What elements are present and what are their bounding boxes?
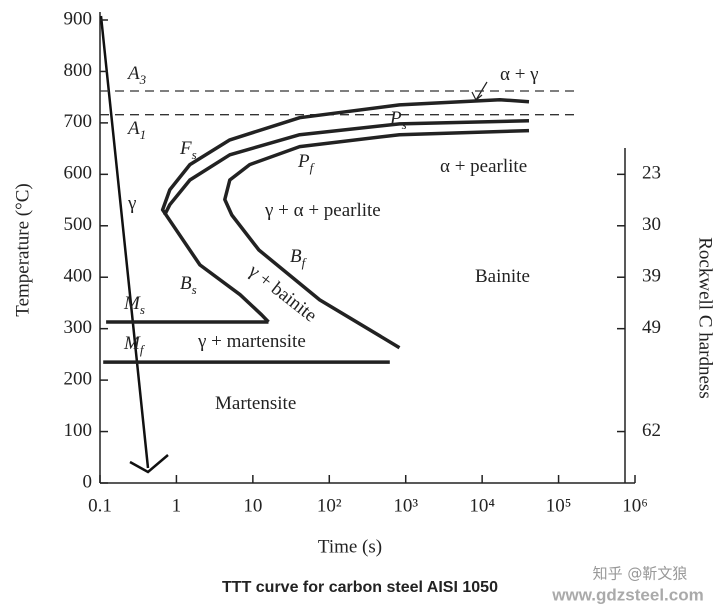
label-text: B [290, 246, 302, 267]
label-text: α + pearlite [440, 156, 527, 177]
label-text: B [180, 273, 192, 294]
region-label: α + pearlite [440, 156, 527, 177]
caption: TTT curve for carbon steel AISI 1050 [222, 579, 498, 596]
y-tick-label: 600 [64, 163, 93, 184]
hardness-tick-label: 49 [642, 317, 661, 338]
label-subscript: s [402, 117, 407, 132]
x-tick-label: 10 [243, 495, 262, 516]
label-text: γ + α + pearlite [264, 200, 381, 221]
label-text: Bainite [475, 266, 530, 287]
label-text: P [297, 151, 310, 172]
x-tick-label: 10³ [393, 495, 418, 516]
y-tick-label: 800 [64, 60, 93, 81]
region-label: γ + martensite [197, 331, 306, 352]
watermark: 知乎 @靳文狼 [593, 565, 688, 583]
transformation-curve [163, 119, 530, 216]
label-subscript: 3 [139, 72, 147, 87]
y-tick-label: 0 [83, 471, 93, 492]
label-text: α + γ [500, 64, 539, 85]
region-label: γ [127, 193, 136, 214]
x-tick-label: 0.1 [88, 495, 112, 516]
hardness-tick-label: 30 [642, 214, 661, 235]
transformation-curve [223, 128, 530, 350]
x-tick-label: 1 [172, 495, 182, 516]
region-label: Ms [123, 293, 145, 317]
hand-arrow [99, 15, 169, 474]
transformation-curve [160, 97, 530, 324]
y-tick-label: 300 [64, 317, 93, 338]
y-tick-label: 400 [64, 266, 93, 287]
label-subscript: f [310, 160, 316, 175]
watermark: www.gdzsteel.com [551, 585, 703, 604]
x-tick-label: 10² [317, 495, 342, 516]
label-text: γ + martensite [197, 331, 306, 352]
label-text: Martensite [215, 393, 296, 414]
region-label: Ps [389, 108, 407, 132]
label-subscript: s [192, 147, 197, 162]
x-axis-title: Time (s) [318, 536, 382, 557]
label-subscript: 1 [140, 127, 147, 142]
label-text: A [126, 118, 140, 139]
y-tick-label: 900 [64, 8, 93, 29]
x-tick-label: 10⁶ [622, 495, 648, 516]
y-tick-label: 200 [64, 368, 93, 389]
hardness-tick-label: 62 [642, 420, 661, 441]
region-label: A3 [126, 63, 147, 87]
label-subscript: s [140, 302, 145, 317]
region-label: A1 [126, 118, 146, 142]
label-text: F [179, 138, 192, 159]
x-tick-label: 10⁵ [546, 495, 572, 516]
region-label: Bf [290, 246, 308, 270]
hardness-tick-label: 39 [642, 266, 661, 287]
x-tick-label: 10⁴ [469, 495, 495, 516]
label-text: M [123, 333, 141, 354]
label-text: γ [127, 193, 136, 214]
label-subscript: f [302, 255, 308, 270]
y2-axis-title: Rockwell C hardness [695, 237, 716, 398]
region-label: Bs [180, 273, 197, 297]
region-label: Pf [297, 151, 316, 175]
region-label: Mf [123, 333, 146, 357]
hardness-tick-label: 23 [642, 163, 661, 184]
region-label: γ + α + pearlite [264, 200, 381, 221]
y-tick-label: 500 [64, 214, 93, 235]
label-text: P [389, 108, 402, 129]
label-text: A [126, 63, 140, 84]
label-text: M [123, 293, 141, 314]
label-subscript: s [192, 282, 197, 297]
y-tick-label: 100 [64, 420, 93, 441]
region-label: α + γ [500, 64, 539, 85]
label-subscript: f [140, 342, 146, 357]
y-axis-title: Temperature (°C) [12, 183, 33, 316]
region-label: Fs [179, 138, 197, 162]
y-tick-label: 700 [64, 111, 93, 132]
region-label: Bainite [475, 266, 530, 287]
region-label: Martensite [215, 393, 296, 414]
